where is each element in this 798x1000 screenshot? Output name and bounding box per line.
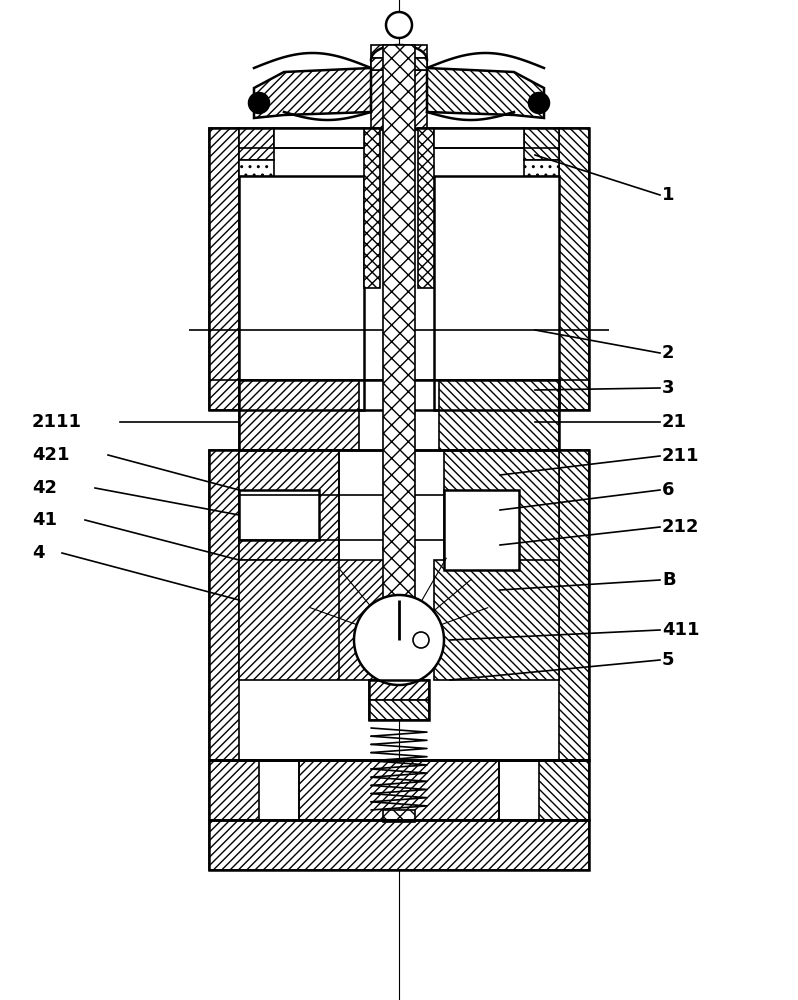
Bar xyxy=(434,560,559,680)
Bar xyxy=(239,176,364,410)
Bar xyxy=(418,128,434,288)
Bar xyxy=(239,128,274,160)
Bar xyxy=(371,45,399,130)
Bar xyxy=(559,128,589,410)
Text: 212: 212 xyxy=(662,518,700,536)
Polygon shape xyxy=(427,68,544,118)
Bar xyxy=(209,820,589,870)
Bar xyxy=(209,450,239,760)
Bar xyxy=(371,58,427,70)
Circle shape xyxy=(386,12,412,38)
Bar xyxy=(444,490,519,570)
Bar xyxy=(274,128,364,148)
Bar xyxy=(444,450,559,570)
Polygon shape xyxy=(254,68,371,118)
Bar xyxy=(209,760,259,820)
Bar xyxy=(239,490,319,540)
Text: 21: 21 xyxy=(662,413,687,431)
Bar xyxy=(524,160,559,176)
Bar xyxy=(439,380,559,450)
Text: 421: 421 xyxy=(32,446,69,464)
Bar xyxy=(239,160,274,176)
Text: 3: 3 xyxy=(662,379,674,397)
Text: 211: 211 xyxy=(662,447,700,465)
Circle shape xyxy=(354,595,444,685)
Bar xyxy=(383,810,415,822)
Circle shape xyxy=(529,93,549,113)
Bar xyxy=(559,450,589,760)
Bar xyxy=(369,680,429,700)
Text: 42: 42 xyxy=(32,479,57,497)
Text: 1: 1 xyxy=(662,186,674,204)
Bar xyxy=(371,58,385,70)
Bar xyxy=(413,58,427,70)
Bar xyxy=(399,45,427,130)
Text: 5: 5 xyxy=(662,651,674,669)
Bar xyxy=(434,128,524,148)
Bar xyxy=(369,680,429,720)
Bar xyxy=(364,128,380,288)
Text: 41: 41 xyxy=(32,511,57,529)
Bar xyxy=(299,760,499,820)
Bar xyxy=(239,380,559,450)
Bar xyxy=(209,128,239,410)
Text: 2: 2 xyxy=(662,344,674,362)
Bar xyxy=(383,45,415,610)
Bar xyxy=(209,450,589,760)
Bar xyxy=(239,560,394,680)
Bar xyxy=(209,760,589,820)
Bar xyxy=(369,700,429,720)
Text: 2111: 2111 xyxy=(32,413,82,431)
Bar xyxy=(239,380,359,450)
Polygon shape xyxy=(371,45,427,60)
Bar xyxy=(539,760,589,820)
Text: B: B xyxy=(662,571,676,589)
Circle shape xyxy=(249,93,269,113)
Bar xyxy=(524,128,559,160)
Circle shape xyxy=(413,632,429,648)
Bar xyxy=(299,760,499,820)
Bar xyxy=(239,450,339,560)
Text: 4: 4 xyxy=(32,544,45,562)
Text: 6: 6 xyxy=(662,481,674,499)
Bar xyxy=(434,176,559,410)
Bar xyxy=(209,820,589,870)
Text: 411: 411 xyxy=(662,621,700,639)
Bar xyxy=(209,128,589,410)
